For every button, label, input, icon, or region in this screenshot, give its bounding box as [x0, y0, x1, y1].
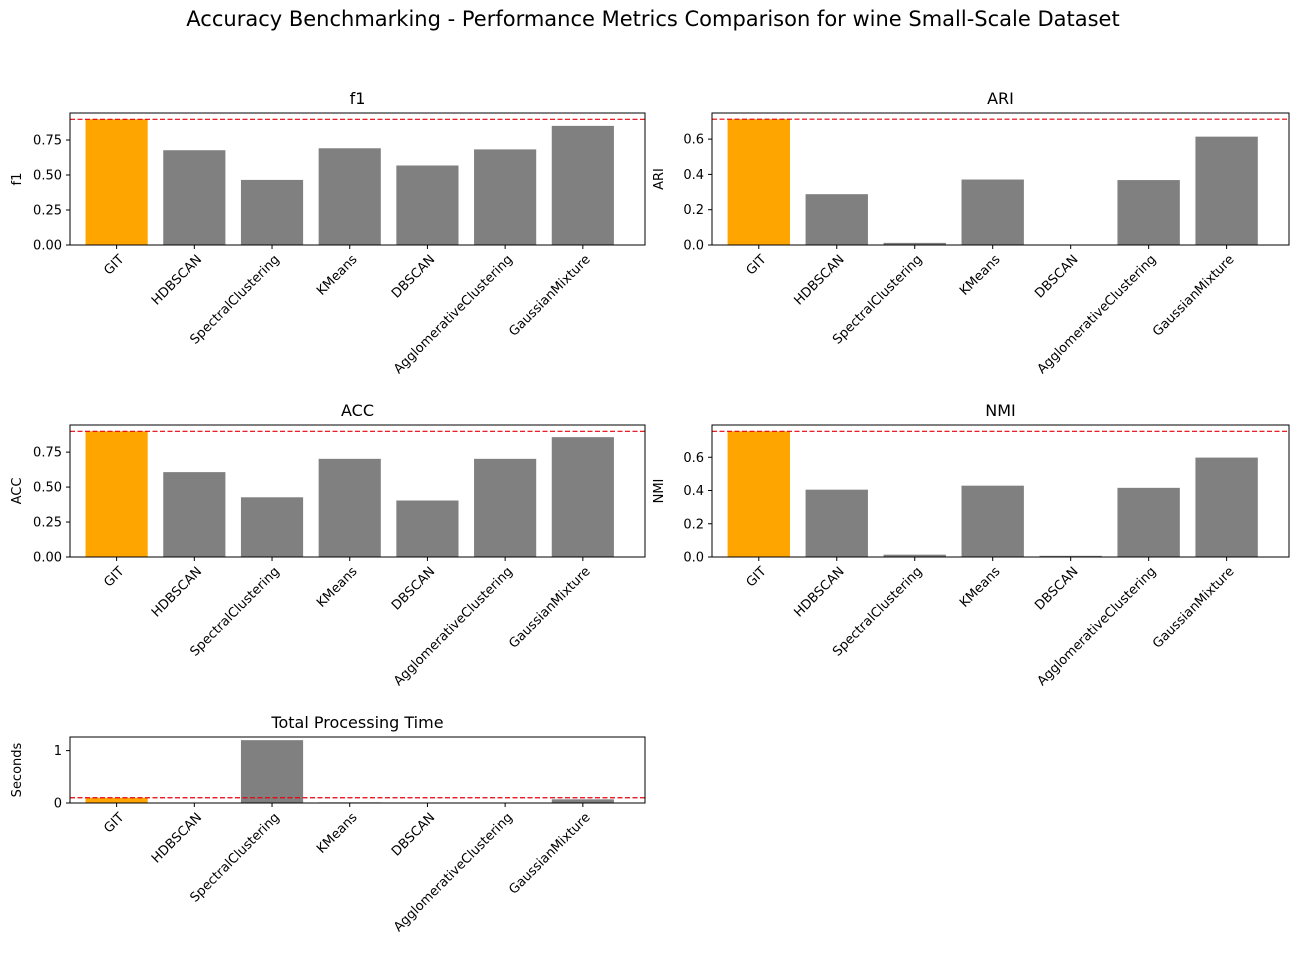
panel-title: ACC — [341, 401, 374, 420]
panel-title: Total Processing Time — [270, 713, 443, 732]
bar-gaussianmixture — [551, 125, 614, 245]
bar-git — [727, 119, 790, 245]
bar-agglomerativeclustering — [1117, 487, 1180, 557]
panel-title: NMI — [985, 401, 1016, 420]
bar-hdbscan — [163, 150, 226, 245]
y-tick-label: 0.00 — [33, 239, 62, 254]
y-tick-label: 0.2 — [683, 203, 704, 218]
bar-kmeans — [318, 148, 381, 245]
y-tick-label: 0.75 — [33, 446, 62, 461]
y-tick-label: 0.2 — [683, 517, 704, 532]
y-tick-label: 0.4 — [683, 168, 704, 183]
bar-agglomerativeclustering — [474, 458, 537, 557]
y-axis-label: ARI — [652, 168, 667, 190]
y-tick-label: 0.75 — [33, 134, 62, 149]
bar-hdbscan — [163, 472, 226, 557]
panel-title: f1 — [350, 89, 366, 108]
bar-agglomerativeclustering — [1117, 180, 1180, 245]
y-tick-label: 0.50 — [33, 169, 62, 184]
axes-frame — [69, 424, 646, 558]
bar-dbscan — [396, 500, 459, 557]
bar-spectralclustering — [240, 740, 304, 803]
panel-title: ARI — [987, 89, 1014, 108]
axes-frame — [69, 112, 646, 246]
y-tick-label: 0.0 — [683, 239, 704, 254]
axes-frame — [69, 736, 646, 804]
y-axis-label: f1 — [10, 173, 25, 186]
y-tick-label: 1 — [54, 744, 62, 759]
y-tick-label: 0.6 — [683, 133, 704, 148]
y-axis-label: ACC — [10, 478, 25, 505]
bar-git — [727, 431, 790, 557]
y-tick-label: 0.50 — [33, 481, 62, 496]
bar-hdbscan — [805, 489, 868, 557]
bar-gaussianmixture — [551, 437, 614, 557]
y-tick-label: 0.00 — [33, 551, 62, 566]
bar-hdbscan — [805, 194, 868, 245]
y-tick-label: 0.4 — [683, 484, 704, 499]
bar-gaussianmixture — [1195, 457, 1258, 557]
y-tick-label: 0.6 — [683, 451, 704, 466]
y-tick-label: 0.0 — [683, 551, 704, 566]
bar-git — [85, 431, 148, 557]
bar-kmeans — [318, 458, 381, 557]
bar-dbscan — [1039, 555, 1102, 557]
bar-kmeans — [961, 179, 1024, 245]
bar-git — [85, 797, 148, 803]
bar-gaussianmixture — [1195, 136, 1258, 245]
y-axis-label: NMI — [652, 479, 667, 504]
y-tick-label: 0.25 — [33, 516, 62, 531]
y-tick-label: 0 — [54, 797, 62, 812]
bar-spectralclustering — [240, 179, 304, 245]
y-tick-label: 0.25 — [33, 204, 62, 219]
bar-kmeans — [961, 485, 1024, 557]
bar-dbscan — [396, 165, 459, 245]
bar-gaussianmixture — [551, 799, 614, 803]
figure-title: Accuracy Benchmarking - Performance Metr… — [186, 7, 1119, 31]
bar-agglomerativeclustering — [474, 149, 537, 245]
axes-frame — [711, 112, 1290, 246]
bar-spectralclustering — [883, 242, 946, 245]
y-axis-label: Seconds — [10, 742, 25, 797]
bar-git — [85, 119, 148, 245]
bar-spectralclustering — [240, 497, 304, 557]
bar-spectralclustering — [883, 554, 946, 557]
